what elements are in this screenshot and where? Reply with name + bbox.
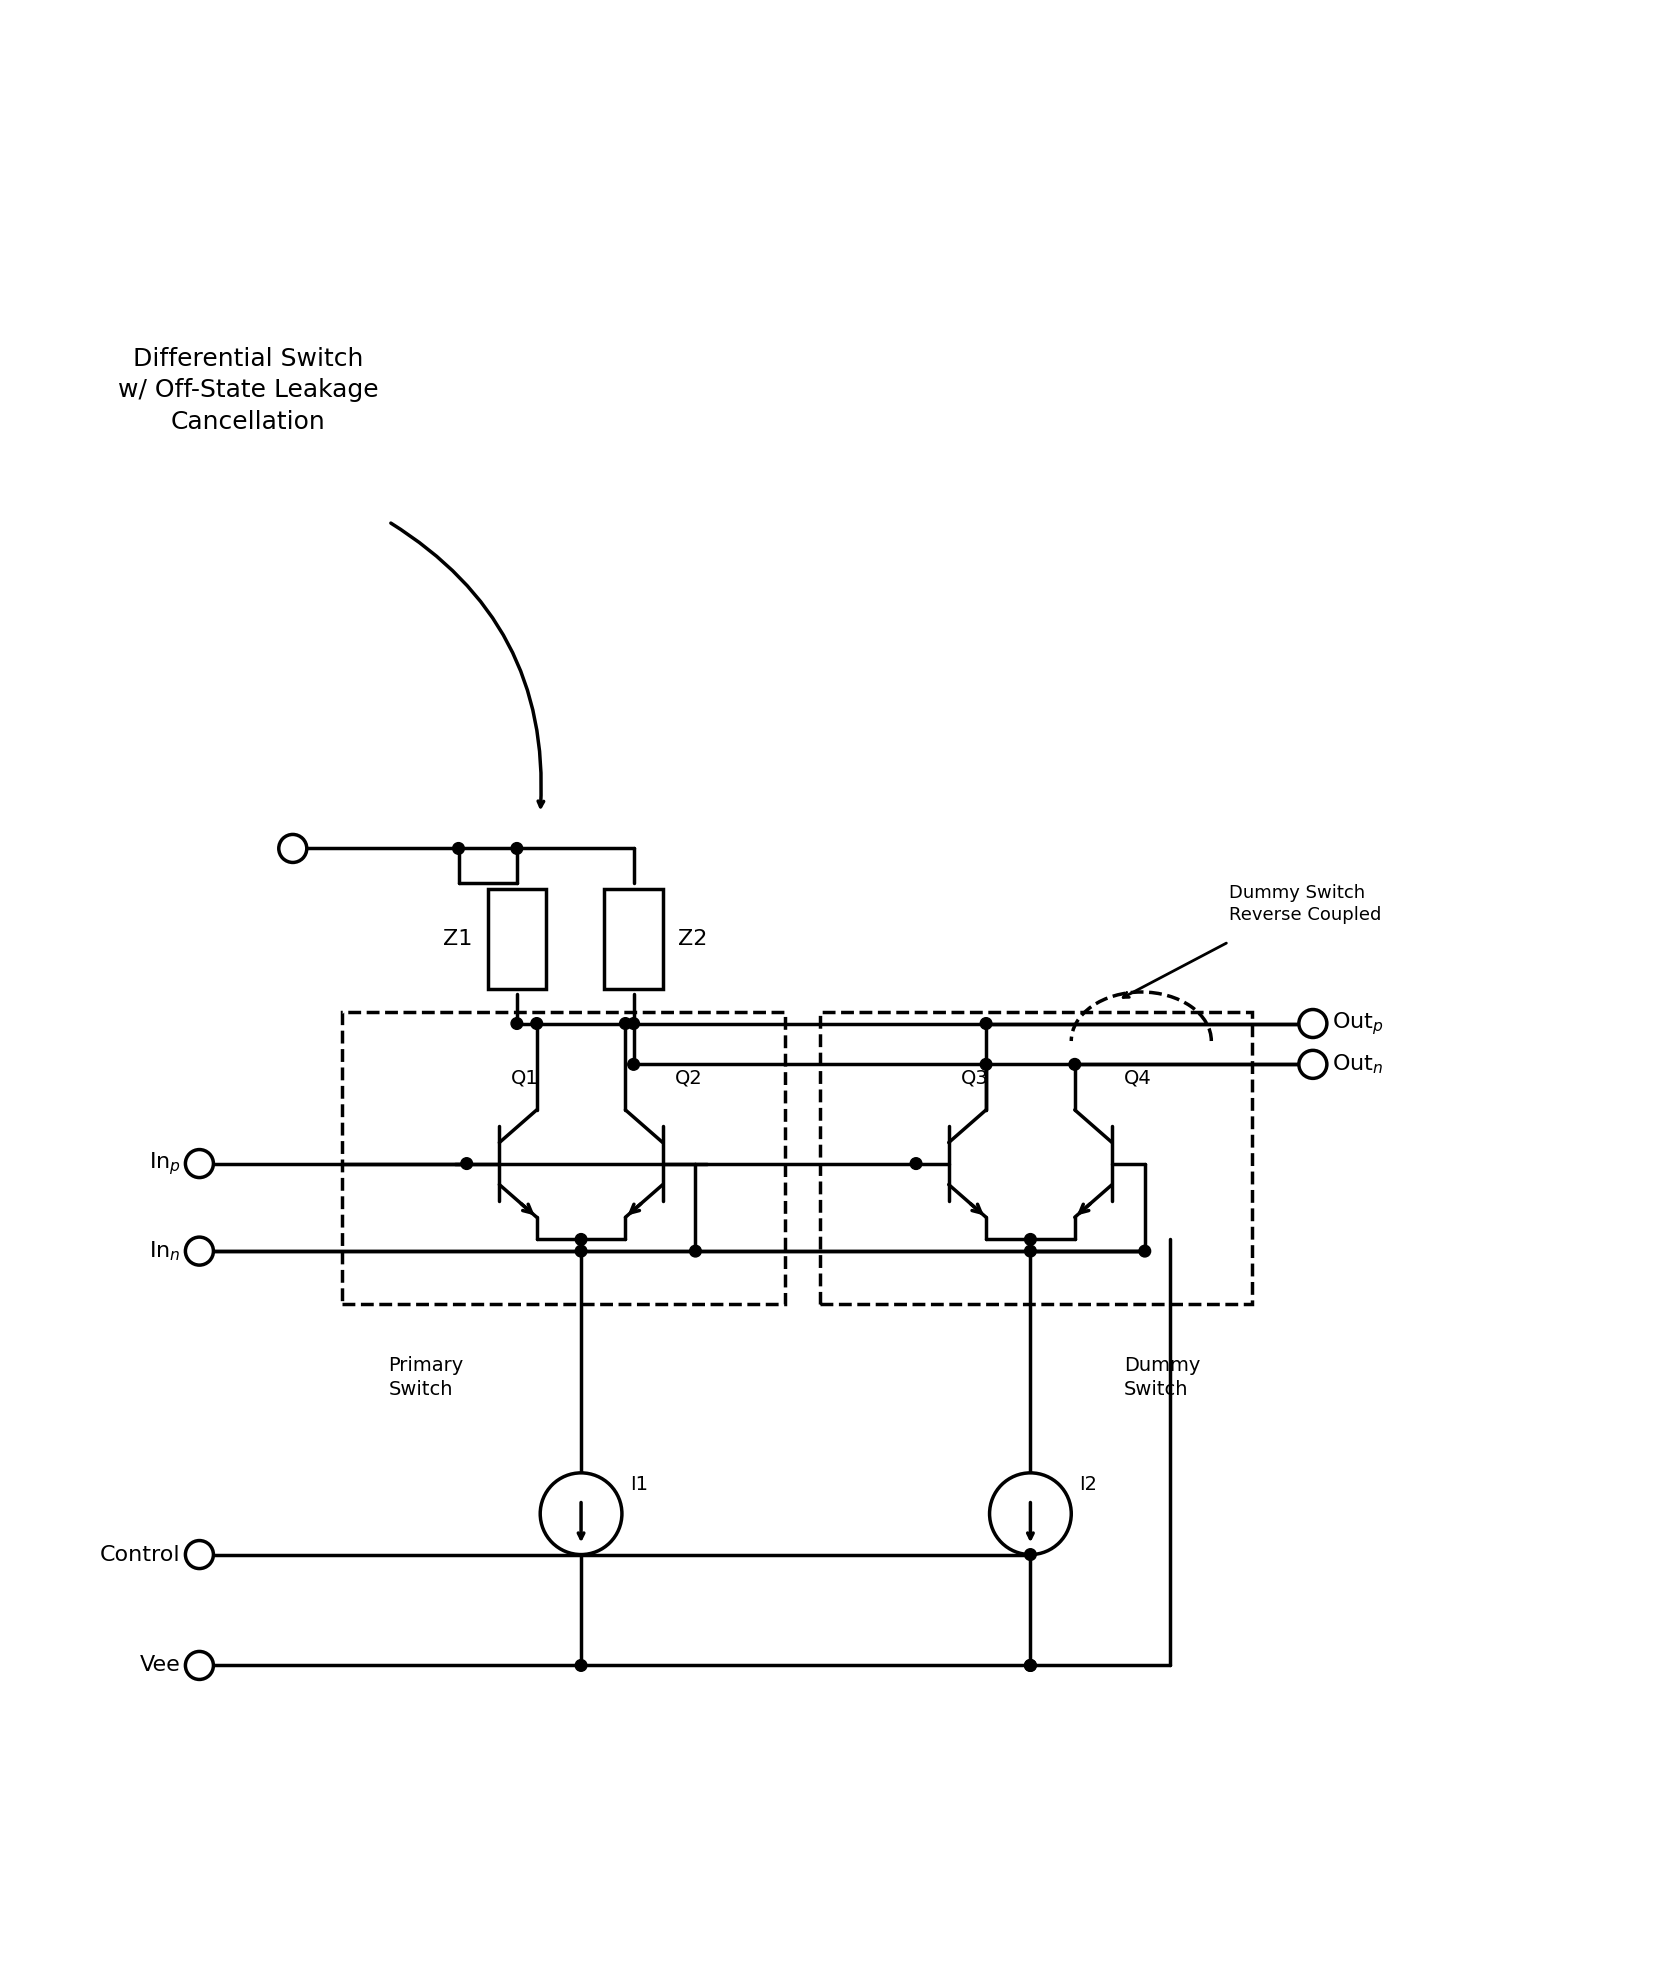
Circle shape xyxy=(185,1540,213,1568)
Circle shape xyxy=(461,1159,473,1170)
Circle shape xyxy=(1068,1058,1080,1070)
Circle shape xyxy=(1138,1246,1150,1257)
Circle shape xyxy=(453,842,464,854)
Circle shape xyxy=(1025,1659,1037,1671)
Text: Dummy
Switch: Dummy Switch xyxy=(1123,1356,1200,1398)
Circle shape xyxy=(1025,1659,1037,1671)
Text: In$_n$: In$_n$ xyxy=(150,1240,181,1263)
Circle shape xyxy=(576,1246,587,1257)
Circle shape xyxy=(576,1659,587,1671)
Circle shape xyxy=(627,1018,639,1030)
Text: Primary
Switch: Primary Switch xyxy=(388,1356,464,1398)
Circle shape xyxy=(689,1246,701,1257)
Circle shape xyxy=(980,1018,992,1030)
Circle shape xyxy=(185,1149,213,1178)
Text: Q4: Q4 xyxy=(1123,1070,1151,1087)
Text: Z1: Z1 xyxy=(443,929,473,949)
Text: Q1: Q1 xyxy=(511,1070,539,1087)
Text: Vee: Vee xyxy=(140,1655,181,1675)
Bar xyxy=(488,890,546,988)
Circle shape xyxy=(185,1651,213,1678)
Text: Z2: Z2 xyxy=(677,929,707,949)
Circle shape xyxy=(910,1159,922,1170)
Circle shape xyxy=(1300,1010,1326,1038)
Circle shape xyxy=(627,1058,639,1070)
Circle shape xyxy=(531,1018,542,1030)
Bar xyxy=(604,890,662,988)
Circle shape xyxy=(1025,1548,1037,1560)
Text: Differential Switch
w/ Off-State Leakage
Cancellation: Differential Switch w/ Off-State Leakage… xyxy=(118,346,379,433)
Circle shape xyxy=(1300,1050,1326,1077)
Circle shape xyxy=(619,1018,631,1030)
Circle shape xyxy=(511,1018,522,1030)
Text: I1: I1 xyxy=(631,1475,647,1495)
Circle shape xyxy=(980,1058,992,1070)
Circle shape xyxy=(990,1473,1072,1554)
Text: I2: I2 xyxy=(1080,1475,1098,1495)
Text: Out$_p$: Out$_p$ xyxy=(1331,1010,1383,1036)
Circle shape xyxy=(576,1234,587,1246)
Circle shape xyxy=(280,834,306,862)
Circle shape xyxy=(541,1473,622,1554)
Circle shape xyxy=(1025,1234,1037,1246)
Text: Dummy Switch
Reverse Coupled: Dummy Switch Reverse Coupled xyxy=(1228,884,1381,925)
Text: Control: Control xyxy=(100,1544,181,1564)
Text: Out$_n$: Out$_n$ xyxy=(1331,1052,1383,1075)
Text: Q3: Q3 xyxy=(960,1070,988,1087)
Text: In$_p$: In$_p$ xyxy=(148,1151,181,1176)
Circle shape xyxy=(185,1238,213,1265)
Text: Q2: Q2 xyxy=(674,1070,702,1087)
Circle shape xyxy=(1025,1246,1037,1257)
Circle shape xyxy=(511,842,522,854)
